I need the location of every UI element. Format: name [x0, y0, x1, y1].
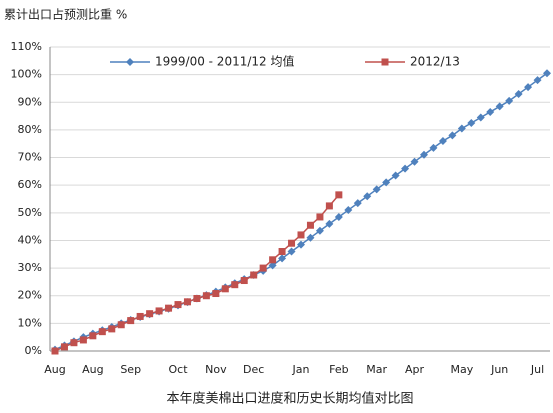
data-point [183, 298, 191, 306]
series-line [54, 194, 340, 352]
x-tick-label: Jan [292, 363, 310, 376]
data-point [51, 347, 59, 355]
data-point [193, 294, 201, 302]
data-point [420, 150, 428, 159]
y-tick-label: 60% [18, 178, 42, 191]
x-tick-label: Feb [329, 363, 348, 376]
data-point [306, 233, 315, 242]
data-point [202, 292, 210, 300]
data-point [117, 321, 125, 329]
data-point [89, 332, 97, 340]
legend-marker [126, 58, 134, 66]
data-point [127, 317, 135, 325]
y-tick-label: 20% [18, 289, 42, 302]
y-tick-label: 70% [18, 151, 42, 164]
data-point [231, 281, 239, 289]
x-tick-label: Aug [44, 363, 65, 376]
data-point [505, 96, 514, 105]
data-point [325, 202, 333, 210]
data-point [297, 231, 305, 239]
y-tick-label: 30% [18, 261, 42, 274]
x-tick-label: Jun [490, 363, 508, 376]
x-tick-label: Nov [205, 363, 227, 376]
data-point [514, 89, 523, 98]
data-point [372, 185, 381, 194]
data-point [287, 247, 296, 256]
data-point [325, 219, 334, 228]
legend-marker [381, 58, 389, 66]
legend-label: 2012/13 [410, 55, 460, 69]
data-point [155, 307, 163, 315]
data-point [543, 69, 551, 78]
data-point [353, 199, 362, 208]
data-point [240, 277, 248, 285]
x-tick-label: Aug [82, 363, 103, 376]
data-point [146, 310, 154, 318]
data-point [98, 328, 106, 336]
data-point [250, 271, 258, 279]
chart-caption: 本年度美棉出口进度和历史长期均值对比图 [166, 391, 413, 407]
data-point [221, 285, 229, 293]
data-point [165, 304, 173, 312]
x-tick-label: Oct [168, 363, 188, 376]
data-point [70, 339, 78, 347]
data-point [533, 76, 542, 85]
data-point [344, 206, 353, 215]
series-line [54, 72, 548, 351]
data-point [382, 178, 391, 187]
y-tick-label: 50% [18, 206, 42, 219]
data-point [334, 212, 343, 221]
x-tick-label: Sep [120, 363, 141, 376]
data-point [79, 336, 87, 344]
x-tick-label: Mar [366, 363, 387, 376]
data-point [306, 221, 314, 229]
data-point [315, 226, 324, 235]
data-point [108, 325, 116, 333]
data-point [259, 264, 267, 272]
y-tick-label: 100% [11, 68, 42, 81]
data-point [269, 256, 277, 264]
data-point [278, 248, 286, 256]
data-point [212, 290, 220, 298]
y-tick-label: 110% [11, 40, 42, 53]
data-point [448, 131, 457, 140]
y-tick-label: 40% [18, 233, 42, 246]
data-point [335, 191, 343, 199]
data-point [401, 164, 410, 173]
data-point [288, 239, 296, 247]
y-tick-label: 0% [25, 344, 42, 357]
data-point [363, 192, 372, 201]
data-point [268, 261, 277, 270]
data-point [60, 343, 68, 351]
data-point [316, 213, 324, 221]
data-point [438, 136, 447, 145]
y-tick-label: 80% [18, 123, 42, 136]
data-point [429, 143, 438, 152]
data-point [136, 312, 144, 320]
data-point [278, 254, 287, 263]
data-point [410, 157, 419, 166]
data-point [457, 124, 466, 133]
x-tick-label: May [450, 363, 473, 376]
y-tick-label: 10% [18, 316, 42, 329]
data-point [467, 119, 476, 127]
data-point [486, 107, 495, 116]
legend-label: 1999/00 - 2011/12 均值 [155, 54, 294, 69]
x-tick-label: Jul [530, 363, 544, 376]
data-point [495, 102, 504, 111]
data-point [174, 301, 182, 309]
data-point [524, 83, 533, 92]
y-tick-label: 90% [18, 95, 42, 108]
x-tick-label: Apr [405, 363, 425, 376]
chart-title: 累计出口占预测比重 % [4, 7, 127, 22]
data-point [297, 240, 305, 249]
data-point [476, 113, 485, 122]
x-tick-label: Dec [243, 363, 264, 376]
data-point [391, 171, 400, 180]
